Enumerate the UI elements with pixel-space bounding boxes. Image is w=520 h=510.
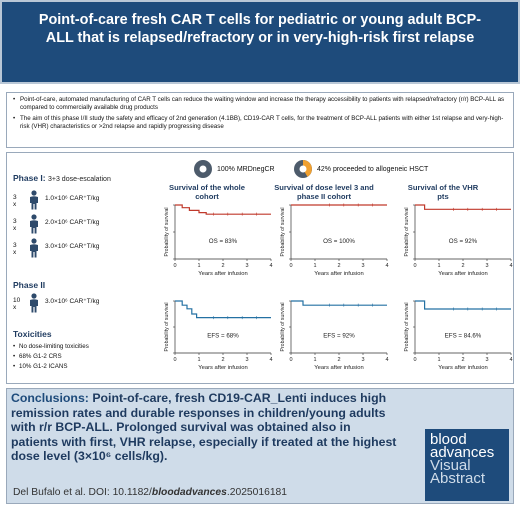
x-tick-label: 4: [509, 357, 512, 363]
person-icon: [30, 238, 38, 258]
toxicities-heading: Toxicities: [13, 329, 52, 339]
person-icon: [30, 190, 38, 210]
toxicity-list: No dose-limiting toxicities 68% G1-2 CRS…: [13, 342, 89, 372]
toxicity-item: 68% G1-2 CRS: [13, 352, 89, 362]
donut-mrd-label: 100% MRDnegCR: [217, 165, 275, 173]
y-axis-label: Probability of survival: [404, 302, 410, 351]
x-tick-label: 3: [361, 357, 364, 363]
intro-point-1: Point-of-care, automated manufacturing o…: [13, 96, 507, 112]
x-tick-label: 0: [413, 357, 416, 363]
conclusion-box: Conclusions: Point-of-care, fresh CD19-C…: [6, 388, 514, 504]
phase1-sub: 3+3 dose-escalation: [47, 176, 111, 183]
x-tick-label: 2: [337, 263, 340, 269]
x-axis-label: Years after infusion: [314, 365, 363, 371]
y-axis-label: Probability of survival: [280, 302, 286, 351]
blood-advances-logo: blood advances Visual Abstract: [425, 429, 509, 501]
x-tick-label: 1: [313, 357, 316, 363]
intro-box: Point-of-care, automated manufacturing o…: [6, 92, 514, 148]
survival-annotation: EFS = 68%: [207, 332, 239, 339]
x-tick-label: 4: [385, 357, 388, 363]
dose-value: 1.0×10⁶ CAR⁺T/kg: [45, 195, 100, 202]
conclusion-label: Conclusions:: [11, 391, 89, 405]
x-axis-label: Years after infusion: [198, 271, 247, 277]
x-tick-label: 1: [437, 357, 440, 363]
x-tick-label: 0: [173, 263, 176, 269]
phase2-heading: Phase II: [13, 280, 46, 290]
survival-annotation: OS = 92%: [449, 238, 478, 245]
patient-count: 10 x: [13, 297, 21, 311]
intro-point-2: The aim of this phase I/II study the saf…: [13, 115, 507, 131]
survival-curve: [291, 300, 387, 306]
toxicity-item: 10% G1-2 ICANS: [13, 362, 89, 372]
toxicity-item: No dose-limiting toxicities: [13, 342, 89, 352]
donut-hsct-icon: [294, 160, 312, 178]
chart-title-1: Survival of the whole cohort: [169, 183, 245, 201]
x-tick-label: 3: [485, 263, 488, 269]
survival-charts: 0 1 2 3 4 Years after infusion Probability of …: [164, 203, 513, 371]
survival-annotation: EFS = 92%: [323, 332, 355, 339]
x-tick-label: 2: [337, 357, 340, 363]
page-title: Point-of-care fresh CAR T cells for pedi…: [38, 12, 482, 46]
x-tick-label: 4: [269, 357, 272, 363]
y-axis-label: Probability of survival: [164, 207, 170, 256]
x-axis-label: Years after infusion: [438, 365, 487, 371]
results-panel: Phase I: 3+3 dose-escalation 3 x 1.0×10⁶ …: [6, 152, 514, 384]
x-tick-label: 1: [437, 263, 440, 269]
patient-count: 3 x: [13, 218, 17, 232]
chart-title-2: Survival of dose level 3 and phase II co…: [274, 183, 374, 201]
phase1-heading: Phase I: 3+3 dose-escalation: [13, 173, 111, 183]
y-axis-label: Probability of survival: [280, 207, 286, 256]
patient-count: 3 x: [13, 194, 17, 208]
x-axis-label: Years after infusion: [198, 365, 247, 371]
x-tick-label: 2: [221, 357, 224, 363]
x-tick-label: 1: [197, 357, 200, 363]
donut-hsct: 42% proceeded to allogeneic HSCT: [293, 159, 428, 179]
x-tick-label: 0: [289, 357, 292, 363]
donut-hsct-label: 42% proceeded to allogeneic HSCT: [317, 165, 429, 173]
x-tick-label: 2: [221, 263, 224, 269]
x-tick-label: 3: [245, 263, 248, 269]
x-tick-label: 3: [361, 263, 364, 269]
x-tick-label: 0: [289, 263, 292, 269]
survival-annotation: EFS = 84.6%: [445, 332, 482, 339]
donut-mrd: 100% MRDnegCR: [193, 159, 275, 179]
x-tick-label: 1: [197, 263, 200, 269]
survival-annotation: OS = 100%: [323, 238, 355, 245]
y-axis-label: Probability of survival: [164, 302, 170, 351]
dose-value: 3.0×10⁶ CAR⁺T/kg: [45, 298, 100, 305]
x-tick-label: 2: [461, 263, 464, 269]
x-axis-label: Years after infusion: [438, 271, 487, 277]
chart-title-3: Survival of the VHR pts: [407, 183, 479, 201]
x-tick-label: 4: [269, 263, 272, 269]
x-tick-label: 3: [245, 357, 248, 363]
citation: Del Bufalo et al. DOI: 10.1182/bloodadva…: [13, 487, 288, 498]
person-icon: [30, 214, 38, 234]
x-tick-label: 0: [173, 357, 176, 363]
survival-curve: [175, 300, 271, 319]
patient-count: 3 x: [13, 242, 17, 256]
x-axis-label: Years after infusion: [314, 271, 363, 277]
survival-curve: [175, 204, 271, 215]
donut-mrd-icon: [194, 160, 212, 178]
person-icon: [30, 293, 38, 313]
x-tick-label: 2: [461, 357, 464, 363]
x-tick-label: 1: [313, 263, 316, 269]
y-axis-label: Probability of survival: [404, 207, 410, 256]
study-design: Phase I: 3+3 dose-escalation 3 x 1.0×10⁶ …: [7, 153, 135, 385]
conclusion-body: Point-of-care, fresh CD19-CAR_Lenti indu…: [11, 391, 397, 463]
title-banner: Point-of-care fresh CAR T cells for pedi…: [0, 0, 520, 84]
conclusion-text: Conclusions: Point-of-care, fresh CD19-C…: [11, 391, 401, 464]
x-tick-label: 4: [509, 263, 512, 269]
survival-annotation: OS = 83%: [209, 238, 238, 245]
x-tick-label: 0: [413, 263, 416, 269]
x-tick-label: 3: [485, 357, 488, 363]
dose-value: 2.0×10⁶ CAR⁺T/kg: [45, 219, 100, 226]
dose-value: 3.0×10⁶ CAR⁺T/kg: [45, 243, 100, 250]
x-tick-label: 4: [385, 263, 388, 269]
